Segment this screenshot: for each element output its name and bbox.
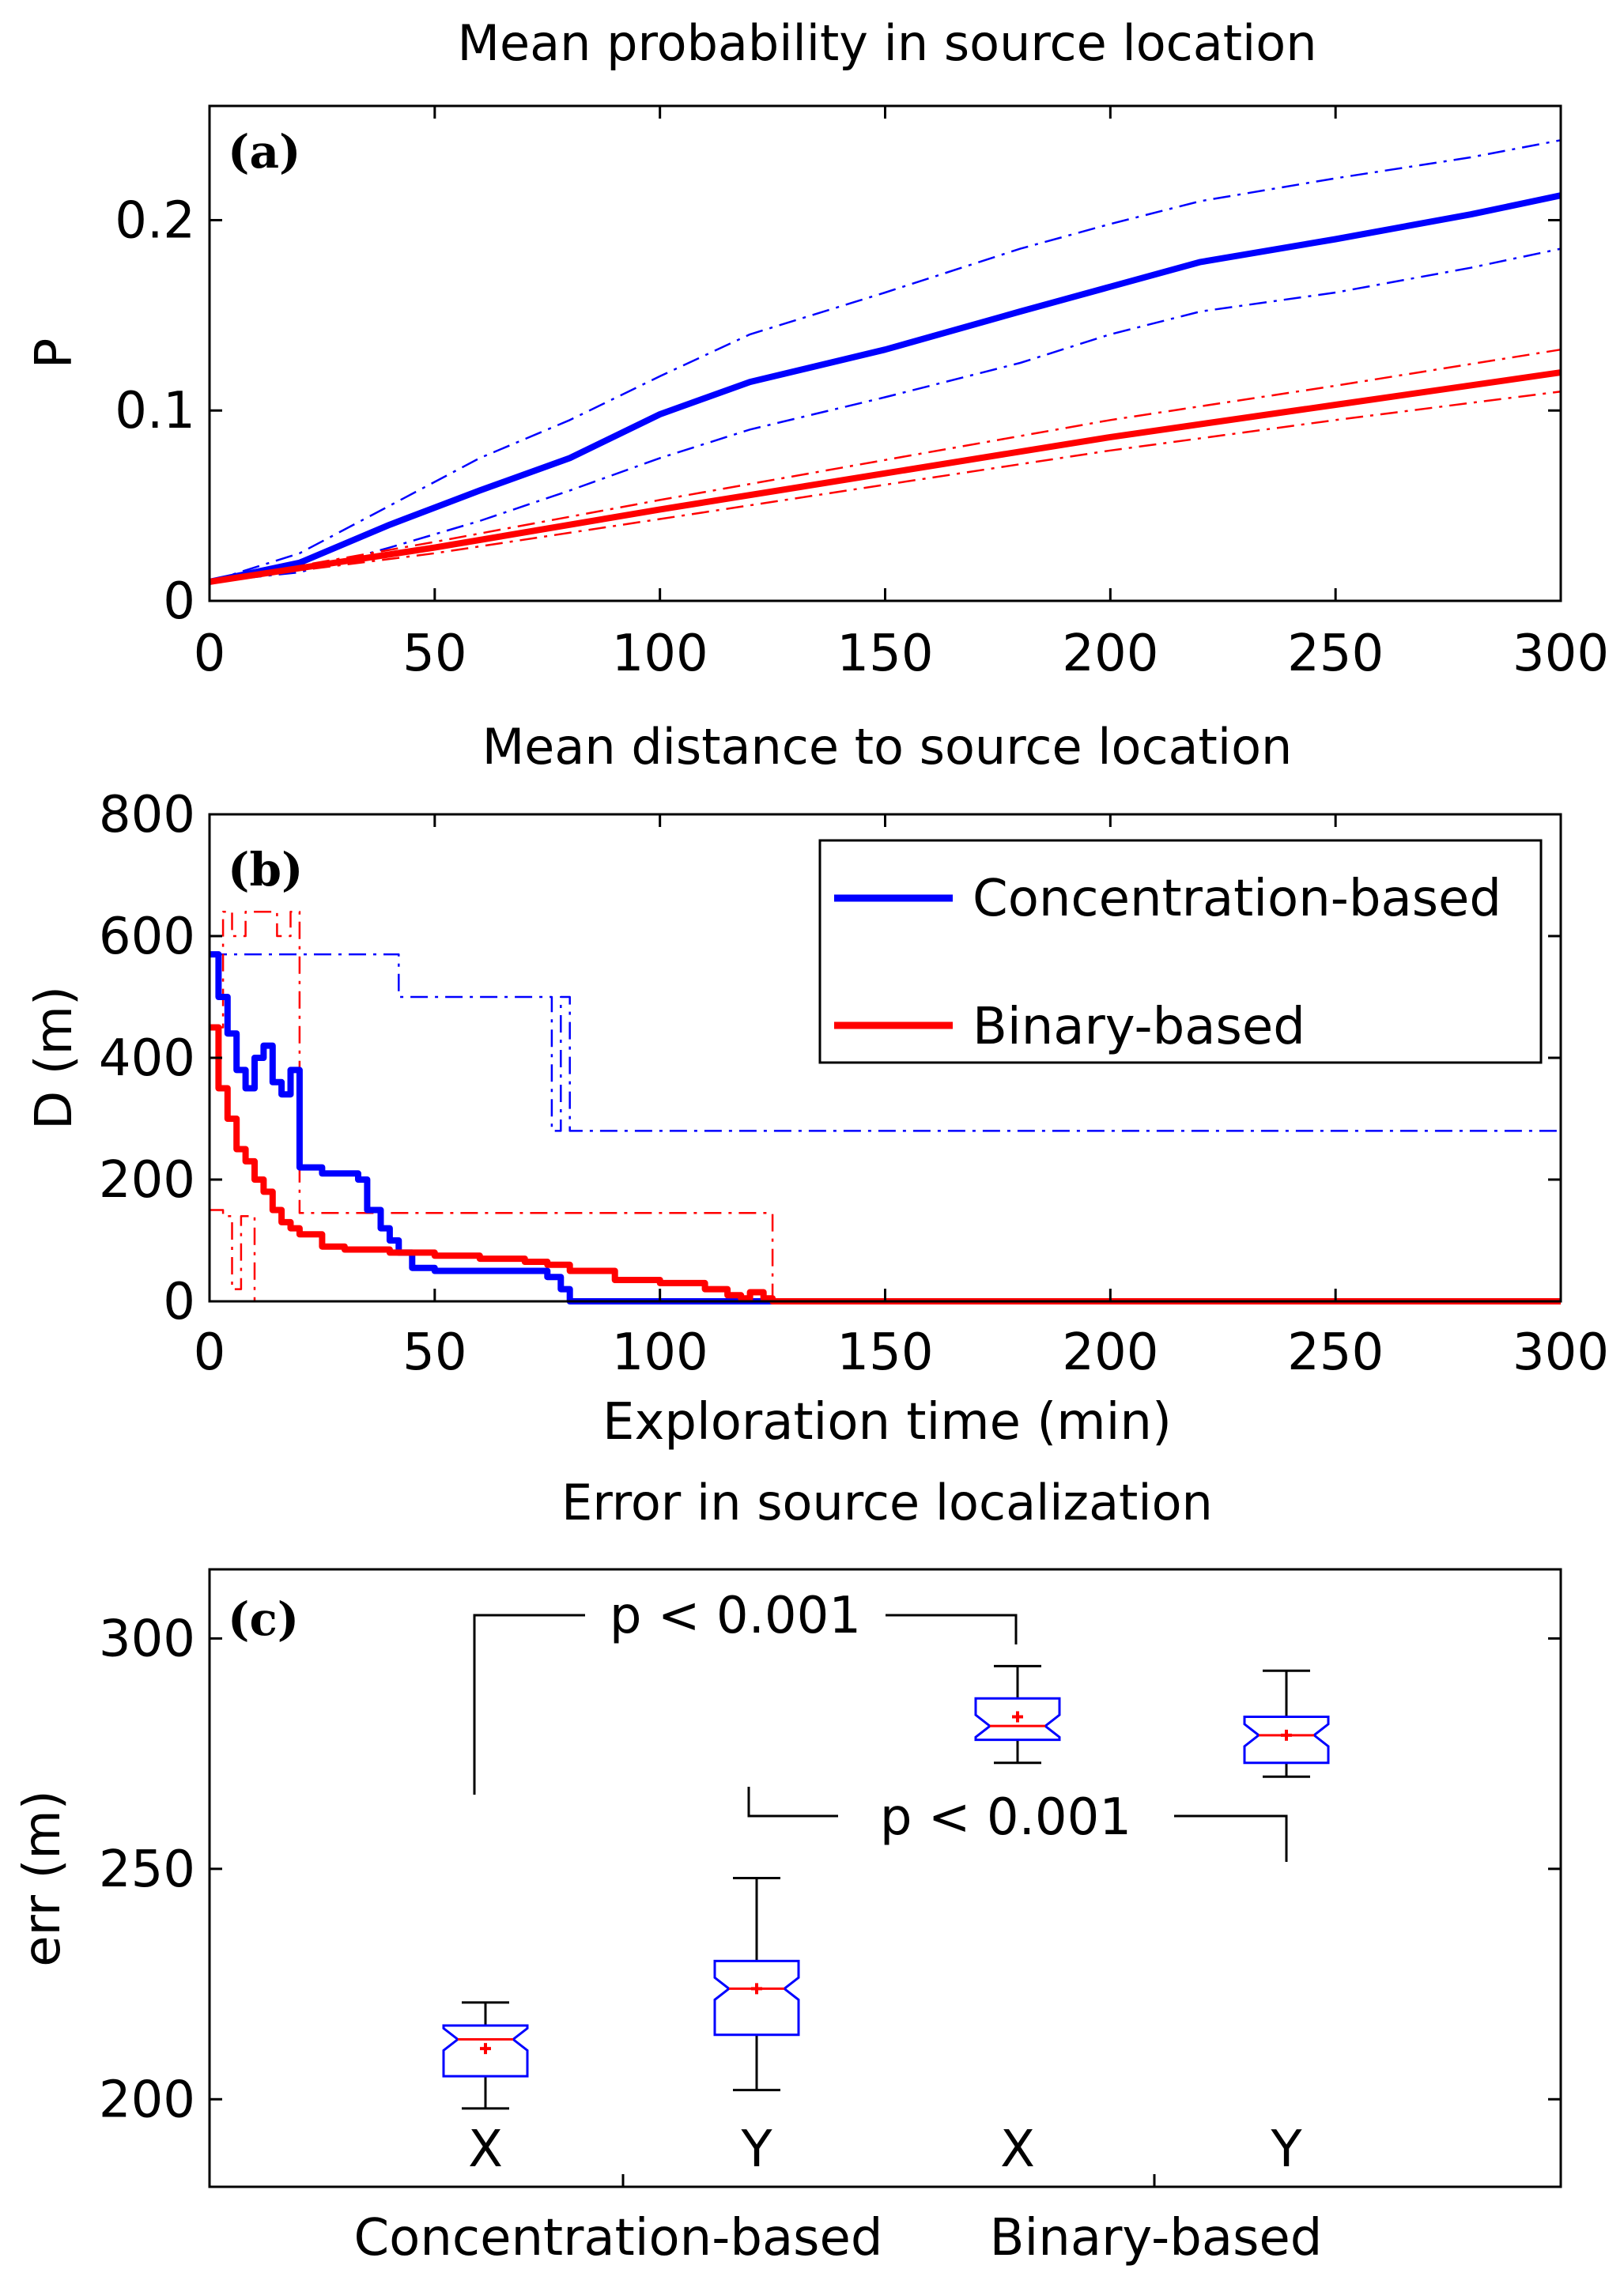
panel-b-xtick-label: 250	[1287, 1323, 1384, 1382]
panel-b-series-concentration-based-upper	[210, 953, 1562, 1301]
box-label: Y	[740, 2120, 772, 2179]
panel-c-axes-box	[208, 1568, 1562, 2188]
panel-b-title: Mean distance to source location	[482, 718, 1293, 776]
panel-b-xtick-label: 50	[402, 1323, 466, 1382]
panel-b-ylabel: D (m)	[25, 986, 84, 1130]
panel-a-series-binary-based	[209, 369, 1562, 585]
panel-c-ytick-label: 300	[99, 1610, 195, 1668]
box-label: X	[1000, 2120, 1035, 2179]
panel-a-ytick-label: 0.2	[115, 191, 195, 250]
box-binary-basedy: Y	[1243, 1669, 1330, 2179]
panel-b-legend: Concentration-based Binary-based	[818, 839, 1543, 1064]
panel-a: Mean probability in source location 0 50 1…	[25, 14, 1609, 683]
panel-a-tag: (a)	[228, 125, 300, 179]
panel-a-xtick-label: 150	[837, 625, 933, 683]
panel-b-xtick-label: 150	[837, 1323, 933, 1382]
panel-b-ytick-label: 200	[99, 1151, 195, 1210]
panel-b-ytick-label: 400	[99, 1029, 195, 1088]
box-binary-basedx: X	[974, 1664, 1061, 2179]
panel-b-series-concentration-based	[210, 951, 1561, 1304]
panel-a-series-concentration-based	[209, 192, 1562, 585]
panel-b-xtick-label: 300	[1513, 1323, 1609, 1382]
group-label-concentration: Concentration-based	[353, 2209, 882, 2267]
panel-b-series-binary-based-lower	[210, 1209, 1561, 1303]
panel-b-tag: (b)	[228, 843, 303, 897]
box-body	[713, 1959, 800, 2037]
sig-text-y: p < 0.001	[880, 1788, 1131, 1847]
sig-text-x: p < 0.001	[610, 1587, 861, 1645]
panel-a-ytick-label: 0	[163, 572, 195, 631]
panel-a-axes-box	[208, 104, 1562, 602]
panel-b-series-binary-based	[210, 1024, 1561, 1304]
panel-a-ticks: 0 50 100 150 200 250 300 0 0.1 0.2	[115, 106, 1609, 683]
panel-a-series	[209, 139, 1562, 585]
box-label: Y	[1270, 2120, 1302, 2179]
legend-label-concentration: Concentration-based	[973, 870, 1501, 928]
panel-c: Error in source localization 200 250 300 X…	[13, 1474, 1562, 2267]
panel-c-tag: (c)	[228, 1592, 299, 1646]
sig-bracket-y: p < 0.001	[747, 1787, 1288, 1862]
panel-a-series-concentration-based-lower	[209, 247, 1562, 583]
panel-b-xtick-label: 100	[612, 1323, 708, 1382]
panel-c-ylabel: err (m)	[13, 1790, 72, 1967]
panel-a-xtick-label: 250	[1287, 625, 1384, 683]
panel-a-xtick-label: 0	[194, 625, 226, 683]
box-concentration-basedx: X	[442, 2001, 529, 2179]
panel-b-ytick-label: 800	[99, 786, 195, 844]
panel-b-ticks: 0 50 100 150 200 250 300 0 200 400 600 800	[99, 786, 1609, 1382]
sig-bracket-x: p < 0.001	[473, 1587, 1018, 1795]
panel-a-xtick-label: 200	[1062, 625, 1158, 683]
panel-a-xtick-label: 50	[402, 625, 466, 683]
panel-b-xtick-label: 0	[194, 1323, 226, 1382]
panel-b-ytick-label: 600	[99, 908, 195, 966]
panel-b-xtick-label: 200	[1062, 1323, 1158, 1382]
box-label: X	[468, 2120, 503, 2179]
panel-a-series-concentration-based-upper	[209, 139, 1562, 583]
panel-c-ticks: 200 250 300	[99, 1610, 1561, 2129]
legend-label-binary: Binary-based	[973, 998, 1305, 1056]
panel-b-ytick-label: 0	[163, 1273, 195, 1331]
group-label-binary: Binary-based	[990, 2209, 1323, 2267]
panel-c-ytick-label: 200	[99, 2071, 195, 2129]
panel-a-ytick-label: 0.1	[115, 382, 195, 440]
panel-a-xtick-label: 300	[1513, 625, 1609, 683]
panel-a-series-binary-based-upper	[209, 348, 1562, 583]
panel-b: Mean distance to source location 0 50 100 1…	[25, 718, 1609, 1452]
panel-b-xlabel: Exploration time (min)	[602, 1393, 1172, 1452]
panel-a-title: Mean probability in source location	[458, 14, 1317, 72]
panel-b-series-binary-based-upper	[210, 910, 1561, 1303]
panel-a-xtick-label: 100	[612, 625, 708, 683]
panel-c-ytick-label: 250	[99, 1841, 195, 1899]
panel-a-ylabel: P	[25, 338, 84, 369]
panel-c-title: Error in source localization	[561, 1474, 1213, 1531]
box-concentration-basedy: Y	[713, 1877, 800, 2179]
